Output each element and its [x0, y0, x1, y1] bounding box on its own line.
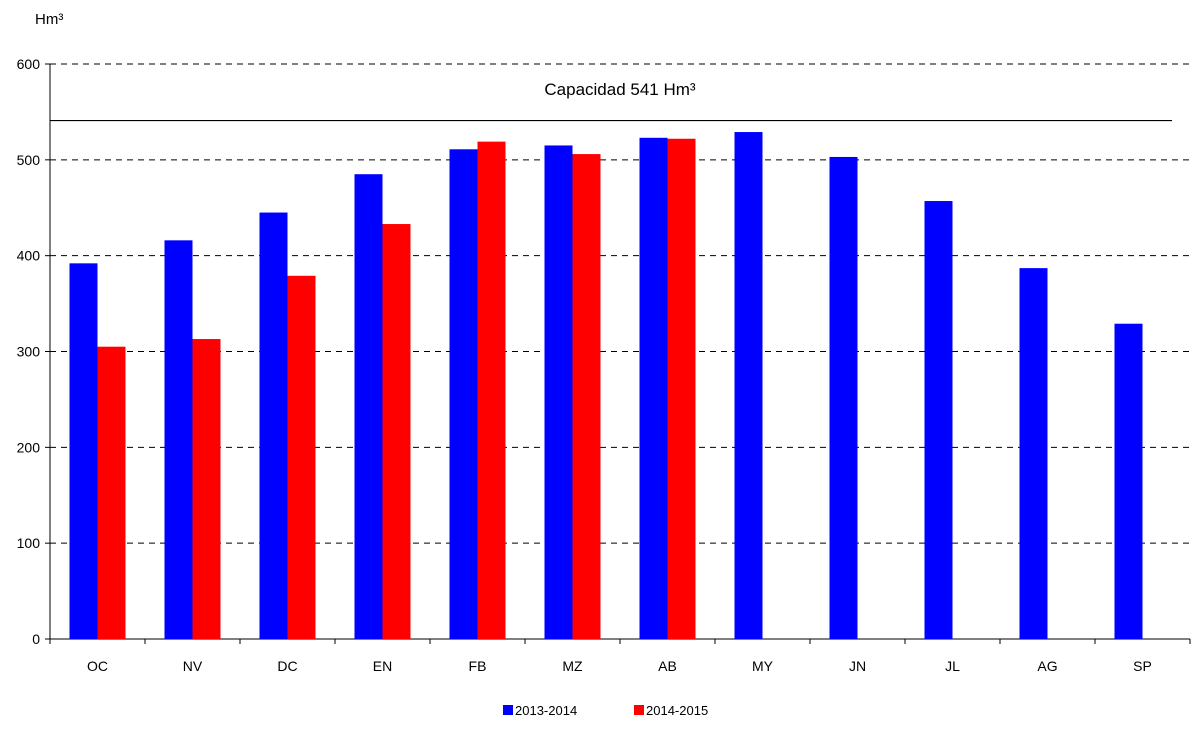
x-tick-label: NV [183, 658, 203, 674]
bar-2013-2014 [1114, 323, 1143, 639]
bar-2013-2014 [354, 174, 383, 640]
bar-2013-2014 [829, 156, 858, 640]
x-tick-label: OC [87, 658, 108, 674]
bar-2013-2014 [639, 137, 668, 639]
y-tick-label: 0 [32, 631, 40, 647]
bar-2013-2014 [164, 240, 193, 640]
x-tick-label: FB [469, 658, 487, 674]
bar-2013-2014 [734, 132, 763, 639]
y-tick-label: 600 [17, 56, 41, 72]
x-tick-label: MY [752, 658, 774, 674]
y-tick-label: 300 [17, 344, 41, 360]
x-tick-label: AB [658, 658, 677, 674]
bar-2014-2015 [667, 138, 696, 639]
y-tick-label: 100 [17, 535, 41, 551]
legend-swatch [634, 705, 644, 715]
x-tick-label: AG [1037, 658, 1057, 674]
x-tick-label: EN [373, 658, 392, 674]
x-tick-label: SP [1133, 658, 1152, 674]
bar-2014-2015 [192, 339, 221, 639]
x-tick-label: MZ [562, 658, 583, 674]
bar-2013-2014 [1019, 268, 1048, 639]
x-tick-label: JL [945, 658, 960, 674]
bar-2013-2014 [449, 149, 478, 639]
bar-2014-2015 [382, 224, 411, 639]
bar-2014-2015 [287, 275, 316, 639]
legend-label: 2014-2015 [646, 703, 708, 718]
legend-item-2013-2014: 2013-2014 [503, 703, 577, 718]
x-tick-label: JN [849, 658, 866, 674]
bar-2014-2015 [572, 154, 601, 640]
y-tick-label: 200 [17, 439, 41, 455]
bar-2014-2015 [97, 346, 126, 639]
legend-swatch [503, 705, 513, 715]
x-tick-label: DC [277, 658, 297, 674]
bar-2013-2014 [69, 263, 98, 639]
y-tick-label: 400 [17, 248, 41, 264]
bar-2013-2014 [544, 145, 573, 640]
legend-label: 2013-2014 [515, 703, 577, 718]
bar-2013-2014 [924, 201, 953, 639]
legend-item-2014-2015: 2014-2015 [634, 703, 708, 718]
capacity-label: Capacidad 541 Hm³ [544, 80, 696, 99]
bar-2014-2015 [477, 141, 506, 639]
y-tick-label: 500 [17, 152, 41, 168]
y-axis-unit-label: Hm³ [35, 11, 63, 28]
bar-2013-2014 [259, 212, 288, 639]
